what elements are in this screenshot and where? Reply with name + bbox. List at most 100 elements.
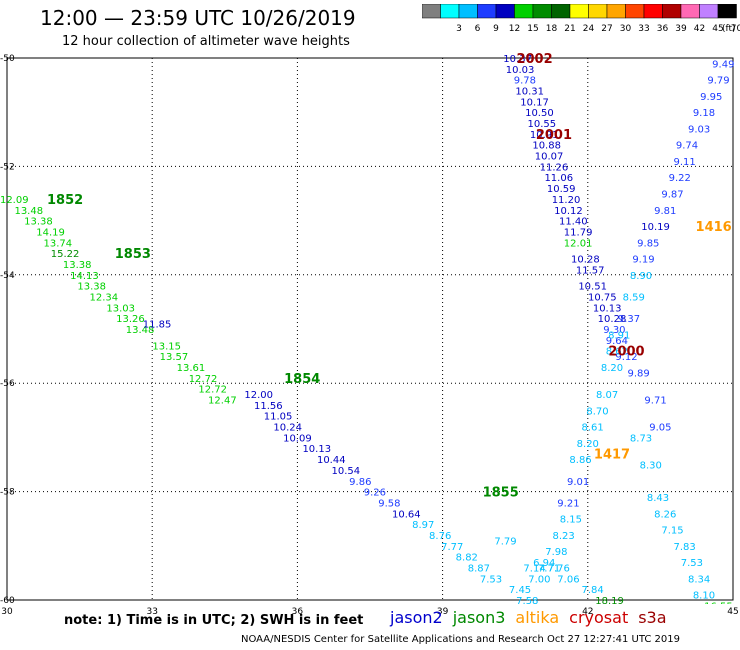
chart-title: 12:00 — 23:59 UTC 10/26/2019 (40, 6, 356, 30)
wave-height-point: 8.26 (654, 509, 676, 520)
pass-time-label: 1854 (284, 372, 320, 387)
wave-height-point: 9.03 (688, 124, 710, 135)
wave-height-point: 10.28 (598, 314, 627, 325)
wave-height-point: 15.22 (51, 249, 80, 260)
wave-height-point: 8.15 (560, 515, 582, 526)
wave-height-point: 7.83 (673, 542, 695, 553)
wave-height-point: 9.89 (627, 368, 649, 379)
pass-time-label: 1416 (696, 220, 732, 235)
x-tick-label: 36 (292, 607, 304, 617)
wave-height-point: 8.86 (569, 455, 591, 466)
color-scale-tick: 36 (657, 24, 669, 34)
color-scale-tick: 30 (620, 24, 632, 34)
wave-height-point: 8.70 (586, 406, 608, 417)
wave-height-point: 9.64 (606, 336, 628, 347)
wave-height-point: 9.19 (632, 255, 654, 266)
wave-height-point: 6.94 (533, 558, 555, 569)
color-scale-tick: 45 (712, 24, 723, 34)
color-scale-tick: 21 (564, 24, 575, 34)
wave-height-point: 12.00 (244, 390, 273, 401)
wave-height-point: 13.74 (43, 238, 72, 249)
wave-height-point: 10.59 (547, 184, 576, 195)
x-tick-label: 45 (727, 607, 738, 617)
color-scale-tick: 70 (731, 24, 740, 34)
credit-line: NOAA/NESDIS Center for Satellite Applica… (241, 634, 680, 645)
pass-time-label: 2001 (536, 128, 572, 143)
wave-height-point: 9.21 (557, 498, 579, 509)
wave-height-point: 9.58 (378, 498, 400, 509)
wave-height-point: 7.14 (523, 563, 545, 574)
wave-height-point: 8.73 (630, 433, 652, 444)
wave-height-point: 9.37 (618, 314, 640, 325)
y-tick-label: -56 (0, 379, 15, 389)
wave-height-point: 9.12 (615, 352, 637, 363)
wave-height-point: 11.05 (264, 412, 293, 423)
wave-height-point: 7.76 (548, 563, 570, 574)
wave-height-point: 9.18 (693, 108, 715, 119)
wave-height-point: 9.22 (669, 173, 691, 184)
color-scale-tick: 6 (475, 24, 481, 34)
x-tick-label: 33 (146, 607, 157, 617)
wave-height-point: 9.11 (673, 157, 695, 168)
wave-height-point: 7.06 (557, 574, 579, 585)
color-scale-tick: 9 (493, 24, 499, 34)
wave-height-point: 12.01 (564, 238, 593, 249)
wave-height-point: 8.90 (630, 271, 652, 282)
wave-height-point: 7.45 (509, 585, 531, 596)
wave-height-point: 9.01 (567, 477, 589, 488)
wave-height-point: 10.17 (520, 97, 549, 108)
wave-height-point: 10.44 (317, 455, 346, 466)
wave-height-point: 13.26 (116, 314, 145, 325)
color-scale-legend: 3 6 9 12 15 18 21 24 27 30 33 36 39 42 45 70(ft) (422, 4, 740, 34)
wave-height-point: 11.20 (552, 195, 581, 206)
wave-height-point: 12.34 (89, 292, 118, 303)
satellite-legend-item: jason2 (390, 608, 443, 627)
wave-height-point: 7.98 (545, 547, 567, 558)
wave-height-point: 9.30 (603, 325, 625, 336)
wave-height-point: 8.76 (429, 531, 451, 542)
satellite-legend-item: cryosat (569, 608, 629, 627)
y-tick-label: -58 (0, 488, 15, 498)
wave-height-point: 8.59 (623, 292, 645, 303)
wave-height-point: 7.79 (494, 536, 516, 547)
wave-height-point: 8.87 (468, 563, 490, 574)
wave-height-point: 9.79 (707, 76, 729, 87)
color-scale-tick: 3 (456, 24, 462, 34)
wave-height-point: 8.62 (606, 347, 628, 358)
y-tick-label: -50 (0, 54, 15, 64)
wave-height-point: 8.61 (582, 423, 604, 434)
pass-time-label: 1853 (115, 247, 151, 262)
note-text: note: 1) Time is in UTC; 2) SWH is in fe… (64, 613, 364, 628)
wave-height-point: 16.55 (704, 601, 733, 612)
wave-height-point: 9.87 (661, 190, 683, 201)
color-scale-tick: 24 (583, 24, 595, 34)
pass-time-label: 1852 (47, 193, 83, 208)
wave-height-point: 10.91 (530, 130, 559, 141)
wave-height-point: 10.54 (331, 466, 360, 477)
wave-height-point: 7.53 (681, 558, 703, 569)
wave-height-point: 11.56 (254, 401, 283, 412)
wave-height-point: 7.84 (582, 585, 604, 596)
wave-height-point: 10.12 (554, 206, 583, 217)
wave-height-point: 10.88 (532, 141, 561, 152)
color-scale-tick: 18 (546, 24, 558, 34)
wave-height-point: 10.09 (283, 433, 312, 444)
wave-height-point: 9.74 (676, 141, 698, 152)
plot-frame (6, 57, 734, 601)
wave-height-point: 9.26 (364, 488, 386, 499)
wave-height-point: 8.30 (640, 461, 662, 472)
wave-height-point: 13.57 (160, 352, 189, 363)
wave-height-point: 10.55 (527, 119, 556, 130)
wave-height-point: 10.50 (525, 108, 554, 119)
wave-height-point: 7.00 (528, 574, 550, 585)
wave-height-point: 10.19 (641, 222, 670, 233)
satellite-legend-item: jason3 (452, 608, 506, 627)
wave-height-point: 13.03 (106, 303, 135, 314)
pass-time-label: 2002 (516, 52, 552, 67)
color-scale-tick: 42 (694, 24, 705, 34)
wave-height-point: 9.95 (700, 92, 722, 103)
y-tick-label: -60 (0, 596, 15, 606)
wave-height-point: 14.19 (36, 227, 65, 238)
pass-time-label: 2000 (608, 345, 644, 360)
